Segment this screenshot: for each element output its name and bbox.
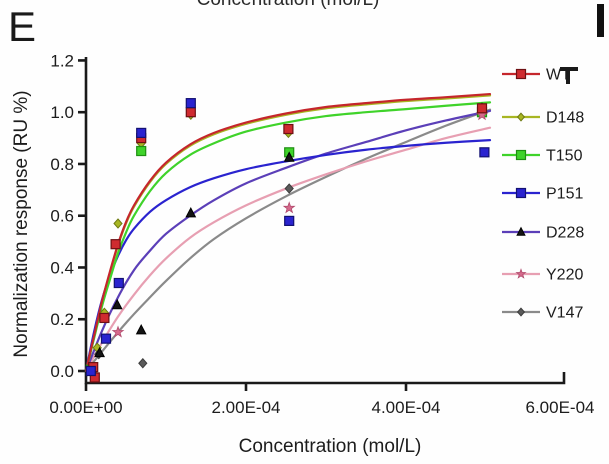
data-point-square (99, 312, 110, 324)
legend-label: Y220 (546, 267, 583, 284)
data-point-triangle (111, 298, 123, 310)
y-tick-label: 1.2 (50, 51, 74, 70)
y-tick-label: 0.6 (50, 207, 74, 226)
series-points-WT (88, 103, 488, 383)
cropped-axis-title-text: Concentration (mol/L) (197, 0, 380, 11)
x-tick-label: 0.00E+00 (49, 398, 122, 417)
legend-entry-V147: V147 (502, 305, 583, 322)
y-tick-label: 0.0 (50, 362, 74, 381)
y-tick-label: 0.8 (50, 155, 74, 174)
data-point-triangle (94, 346, 106, 358)
data-point-diamond (516, 307, 526, 317)
x-tick-label: 6.00E-04 (526, 398, 595, 417)
series-curve-Y220 (84, 126, 492, 373)
data-point-diamond (138, 357, 148, 369)
data-point-square (515, 187, 527, 199)
data-point-square (284, 215, 295, 226)
data-point-triangle (283, 151, 295, 162)
legend-entry-D148: D148 (502, 110, 584, 127)
series-points-V147 (94, 106, 487, 369)
data-point-square (283, 123, 294, 135)
x-tick-label: 4.00E-04 (372, 398, 441, 417)
y-axis-title: Normalization response (RU %) (11, 90, 32, 358)
series-curve-WT (84, 92, 492, 373)
tick-labels: 0.00E+00 2.00E-04 4.00E-04 6.00E-04 0.0 0.2 0.… (49, 51, 594, 417)
data-point-square (136, 145, 147, 157)
data-point-square (110, 239, 121, 250)
x-axis-title: Concentration (mol/L) (238, 436, 422, 457)
series-curve-D228 (84, 109, 492, 373)
data-point-star (282, 201, 296, 214)
legend-entry-Y220: Y220 (502, 267, 583, 284)
legend-entry-T150: T150 (502, 148, 583, 165)
data-point-square (185, 98, 196, 109)
data-point-triangle (135, 324, 147, 335)
data-point-star (515, 268, 527, 279)
y-tick-label: 0.4 (50, 258, 74, 277)
series-points-P151 (85, 98, 490, 377)
axes (78, 57, 566, 391)
data-point-square (136, 127, 147, 139)
data-point-diamond (516, 112, 526, 122)
legend-entry-P151: P151 (502, 186, 583, 203)
legend-label: D148 (546, 110, 584, 127)
legend-label: P151 (546, 186, 583, 203)
series-curve-T150 (84, 101, 492, 373)
panel-label-e: E (8, 3, 37, 50)
x-tick-label: 2.00E-04 (212, 398, 281, 417)
y-tick-label: 1.0 (50, 103, 74, 122)
data-point-square (479, 147, 490, 158)
data-point-square (515, 149, 527, 161)
panel-f-partial-letter (597, 4, 604, 37)
y-tick-label: 0.2 (50, 310, 74, 329)
data-point-square (100, 333, 112, 344)
data-point-triangle (516, 226, 526, 236)
legend-label: D228 (546, 225, 584, 242)
legend-entry-D228: D228 (502, 225, 584, 242)
legend-label: V147 (546, 305, 583, 322)
data-point-square (185, 107, 196, 118)
data-point-square (113, 277, 124, 289)
data-point-star (111, 325, 125, 338)
data-point-square (85, 365, 96, 377)
cropped-axis-title-above: Concentration (mol/L) (0, 0, 609, 13)
data-point-triangle (185, 207, 197, 218)
data-point-square (515, 68, 527, 80)
data-point-diamond (113, 218, 123, 229)
axis-lines (84, 57, 566, 385)
legend-label: T150 (546, 148, 583, 165)
data-point-diamond (284, 183, 294, 194)
data-point-square (476, 103, 488, 114)
adjacent-panel-axis-fragment-v (566, 67, 570, 84)
